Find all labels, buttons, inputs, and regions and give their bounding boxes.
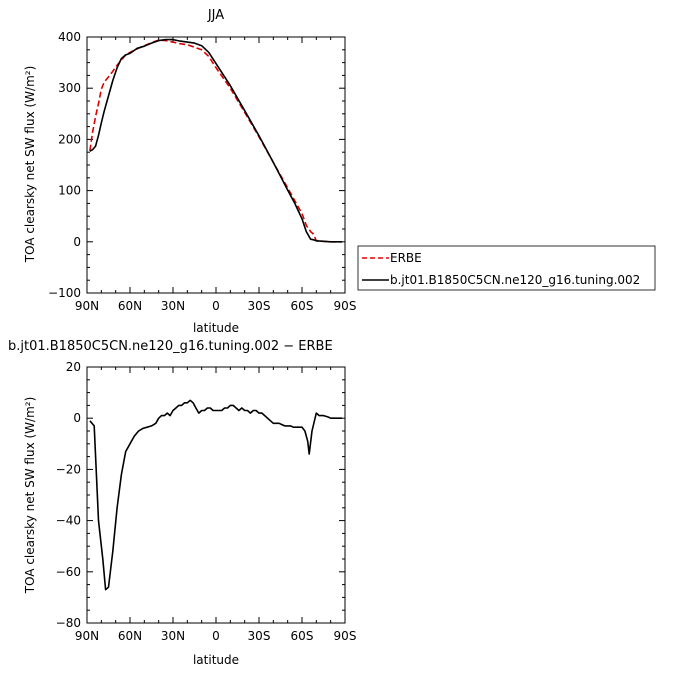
top-series-layer xyxy=(89,38,343,243)
top-y-tick-label: −100 xyxy=(48,286,81,300)
bottom-x-tick-label: 0 xyxy=(212,629,220,643)
top-y-tick-labels: −100 0 100 200 300 400 xyxy=(48,30,81,300)
bottom-series-layer xyxy=(89,399,343,591)
bottom-plot-frame xyxy=(86,366,346,624)
top-ticks xyxy=(86,36,346,294)
bottom-ticks xyxy=(86,366,346,624)
top-y-axis-label: TOA clearsky net SW flux (W/m²) xyxy=(23,66,37,264)
bottom-y-tick-label: −80 xyxy=(56,616,81,630)
bottom-y-tick-label: −20 xyxy=(56,462,81,476)
top-series-erbe-line xyxy=(89,39,343,243)
bottom-y-tick-label: 20 xyxy=(66,360,81,374)
bottom-y-tick-label: −60 xyxy=(56,565,81,579)
top-y-tick-label: 0 xyxy=(73,235,81,249)
bottom-panel-title: b.jt01.B1850C5CN.ne120_g16.tuning.002 − … xyxy=(8,339,333,354)
top-series-b-jt01-b1850c5cn-ne120-g16-tuning-002-line xyxy=(89,38,343,243)
bottom-y-tick-label: −40 xyxy=(56,514,81,528)
top-y-tick-label: 400 xyxy=(58,30,81,44)
legend: ERBE b.jt01.B1850C5CN.ne120_g16.tuning.0… xyxy=(357,245,656,291)
bottom-x-tick-label: 30N xyxy=(161,629,185,643)
top-x-tick-label: 90N xyxy=(75,299,99,313)
top-x-tick-label: 90S xyxy=(334,299,357,313)
bottom-x-axis-label: latitude xyxy=(193,653,239,667)
legend-box xyxy=(357,245,656,291)
top-panel-title: JJA xyxy=(207,8,224,23)
top-y-tick-label: 200 xyxy=(58,132,81,146)
bottom-x-tick-label: 30S xyxy=(248,629,271,643)
top-y-tick-label: 100 xyxy=(58,184,81,198)
top-x-tick-label: 60N xyxy=(118,299,142,313)
bottom-x-tick-labels: 90N 60N 30N 0 30S 60S 90S xyxy=(75,629,357,643)
top-x-tick-label: 60S xyxy=(291,299,314,313)
bottom-series-difference-line xyxy=(89,399,343,591)
top-plot-frame xyxy=(86,36,346,294)
top-x-tick-label: 30S xyxy=(248,299,271,313)
top-x-tick-label: 0 xyxy=(212,299,220,313)
bottom-x-tick-label: 90S xyxy=(334,629,357,643)
top-y-tick-label: 300 xyxy=(58,81,81,95)
top-x-axis-label: latitude xyxy=(193,321,239,335)
legend-label-erbe: ERBE xyxy=(390,251,422,265)
bottom-y-tick-label: 0 xyxy=(73,411,81,425)
bottom-x-tick-label: 60N xyxy=(118,629,142,643)
top-panel: JJA 90N 60N 30N 0 30S 60S 90S −100 0 100 200 300 40… xyxy=(23,8,356,335)
legend-label-model: b.jt01.B1850C5CN.ne120_g16.tuning.002 xyxy=(390,273,640,287)
top-x-tick-label: 30N xyxy=(161,299,185,313)
bottom-panel: b.jt01.B1850C5CN.ne120_g16.tuning.002 − … xyxy=(8,339,356,667)
top-x-tick-labels: 90N 60N 30N 0 30S 60S 90S xyxy=(75,299,357,313)
bottom-x-tick-label: 60S xyxy=(291,629,314,643)
bottom-y-axis-label: TOA clearsky net SW flux (W/m²) xyxy=(23,397,37,595)
bottom-x-tick-label: 90N xyxy=(75,629,99,643)
bottom-y-tick-labels: −80 −60 −40 −20 0 20 xyxy=(56,360,81,630)
